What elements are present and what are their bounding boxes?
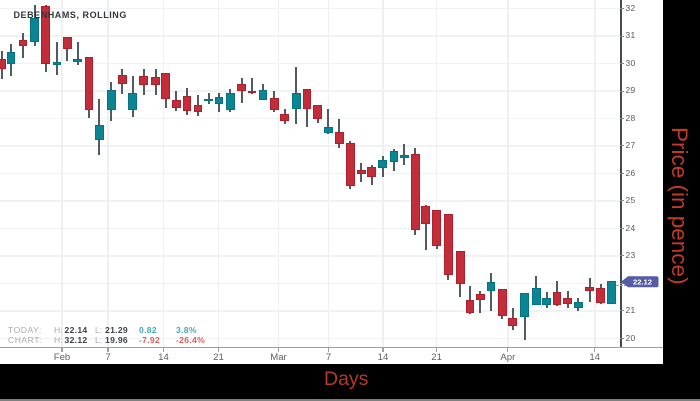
svg-text:22.12: 22.12 bbox=[633, 278, 652, 287]
